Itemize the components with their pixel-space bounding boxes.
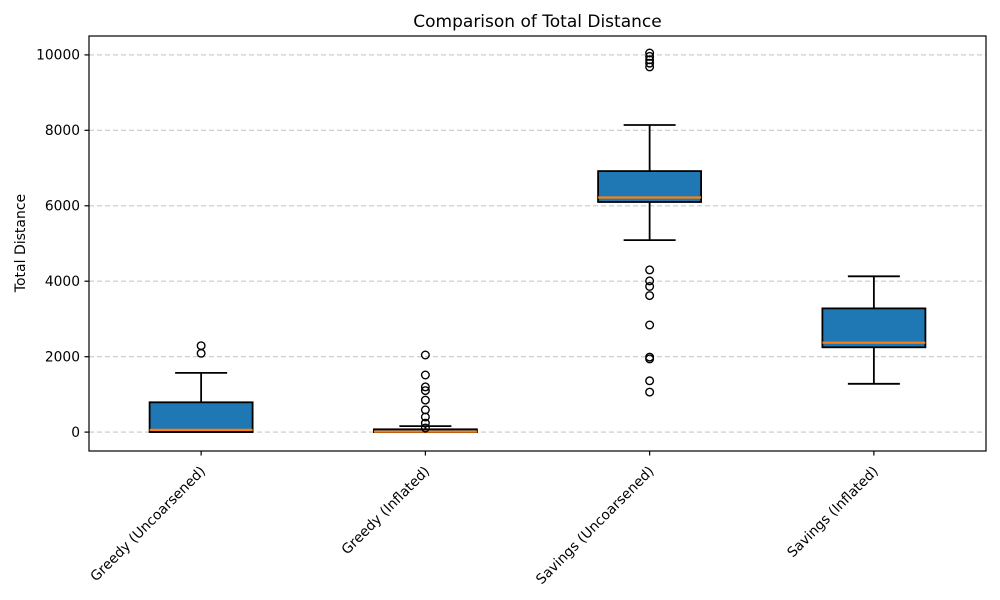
- outlier-point: [645, 376, 655, 386]
- outlier-point: [645, 265, 655, 275]
- y-tick-label: 2000: [45, 350, 80, 366]
- outlier-point: [420, 405, 430, 415]
- outlier-point: [645, 51, 655, 61]
- outlier-point: [420, 386, 430, 396]
- chart-title: Comparison of Total Distance: [413, 12, 662, 32]
- box-2: [372, 350, 478, 434]
- box-body: [148, 401, 254, 433]
- y-tick-label: 10000: [36, 48, 80, 64]
- outlier-point: [420, 395, 430, 405]
- outlier-point: [645, 320, 655, 330]
- y-tick-label: 8000: [45, 123, 80, 139]
- box-4: [821, 275, 927, 385]
- x-tick-label: Savings (Inflated): [784, 464, 881, 561]
- outlier-point: [196, 341, 206, 351]
- y-tick-label: 0: [71, 425, 80, 441]
- outlier-point: [420, 382, 430, 392]
- y-gridlines: [89, 54, 986, 433]
- y-axis: 0 2000 4000 6000 8000 10000: [36, 48, 89, 441]
- box-body: [821, 307, 927, 349]
- outlier-point: [645, 48, 655, 58]
- outlier-point: [420, 423, 430, 433]
- x-tick-label: Greedy (Uncoarsened): [87, 464, 208, 585]
- outlier-point: [645, 387, 655, 397]
- outlier-point: [645, 282, 655, 292]
- box-1: [148, 341, 254, 434]
- x-tick-label: Greedy (Inflated): [339, 464, 434, 559]
- y-tick-label: 4000: [45, 274, 80, 290]
- y-tick-label: 6000: [45, 199, 80, 215]
- outlier-point: [645, 55, 655, 65]
- outlier-point: [196, 348, 206, 358]
- box-3: [597, 48, 702, 397]
- outlier-point: [420, 350, 430, 360]
- x-axis: Greedy (Uncoarsened) Greedy (Inflated) Sav…: [87, 451, 882, 588]
- axes-frame: [88, 35, 987, 452]
- x-tick-label: Savings (Uncoarsened): [533, 464, 657, 588]
- outlier-point: [420, 370, 430, 380]
- y-axis-title: Total Distance: [13, 193, 29, 293]
- outlier-point: [645, 352, 655, 362]
- outlier-point: [645, 291, 655, 301]
- outlier-point: [645, 276, 655, 286]
- outlier-point: [420, 418, 430, 428]
- outlier-point: [645, 58, 655, 68]
